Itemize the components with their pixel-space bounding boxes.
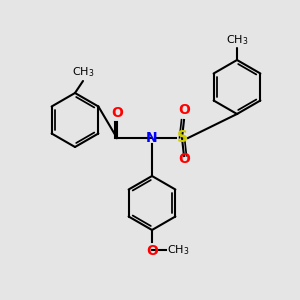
- Text: CH$_3$: CH$_3$: [167, 243, 190, 257]
- Text: O: O: [178, 152, 190, 166]
- Text: N: N: [146, 131, 158, 145]
- Text: O: O: [111, 106, 123, 120]
- Text: O: O: [178, 103, 190, 117]
- Text: S: S: [176, 130, 188, 146]
- Text: CH$_3$: CH$_3$: [226, 33, 248, 47]
- Text: O: O: [146, 244, 158, 258]
- Text: CH$_3$: CH$_3$: [72, 65, 94, 79]
